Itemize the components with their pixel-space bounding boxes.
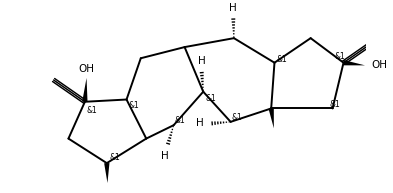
Text: OH: OH <box>372 60 387 70</box>
Polygon shape <box>82 78 88 102</box>
Text: H: H <box>161 151 169 161</box>
Text: H: H <box>230 3 237 13</box>
Text: H: H <box>198 56 206 66</box>
Text: &1: &1 <box>232 113 243 122</box>
Text: &1: &1 <box>110 153 120 162</box>
Polygon shape <box>268 108 274 128</box>
Text: H: H <box>196 119 204 129</box>
Polygon shape <box>104 163 110 183</box>
Text: &1: &1 <box>276 55 287 64</box>
Text: &1: &1 <box>129 101 139 110</box>
Text: &1: &1 <box>330 100 341 109</box>
Polygon shape <box>343 60 365 65</box>
Text: &1: &1 <box>87 106 97 114</box>
Text: &1: &1 <box>175 116 186 125</box>
Text: OH: OH <box>78 64 94 74</box>
Text: &1: &1 <box>334 52 345 61</box>
Text: &1: &1 <box>205 94 216 103</box>
